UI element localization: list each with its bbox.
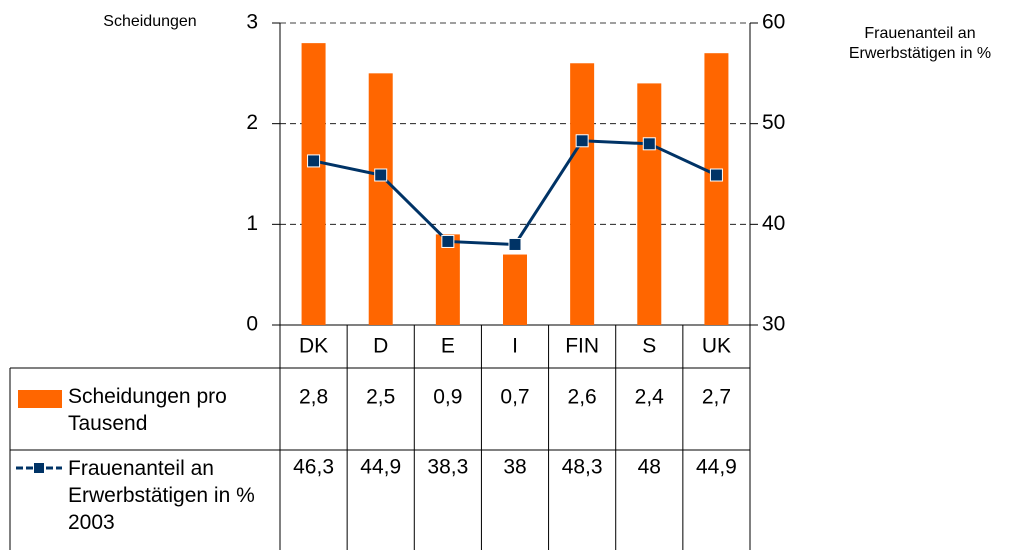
table-value: 2,6 [568,386,597,409]
bar [503,254,527,325]
y-tick-label: 1 [246,212,258,235]
y2-tick-label: 30 [762,313,785,336]
line-marker [374,168,388,182]
x-tick-label: I [512,335,518,358]
table-value: 0,7 [500,386,529,409]
line-marker [642,137,656,151]
x-tick-label: UK [702,335,731,358]
bar [570,63,595,326]
y2-tick-label: 40 [762,212,785,235]
table-value: 48,3 [562,456,603,479]
table-value: 2,5 [366,386,395,409]
x-tick-label: S [642,335,656,358]
bar [704,53,729,325]
legend-key [34,463,44,473]
line-marker [709,168,723,182]
legend-key [18,390,62,408]
table-value: 2,8 [299,386,328,409]
table-value: 48 [638,456,661,479]
x-tick-label: E [441,335,455,358]
table-value: 2,7 [702,386,731,409]
bar [301,43,326,326]
y-tick-label: 3 [246,11,258,34]
table-value: 46,3 [293,456,334,479]
line-marker [307,154,321,168]
y-tick-label: 0 [246,313,258,336]
y-tick-label: 2 [246,111,258,134]
bar [435,234,460,325]
line-marker [508,237,522,251]
table-value: 2,4 [635,386,665,409]
line-marker [441,234,455,248]
table-value: 0,9 [433,386,462,409]
x-tick-label: D [373,335,388,358]
y2-tick-label: 50 [762,111,785,134]
bar [368,73,393,325]
table-series-name: Scheidungen pro Tausend [68,385,227,435]
y-axis-label: Scheidungen [103,13,197,30]
bar [637,83,662,326]
table-value: 44,9 [360,456,401,479]
table-series-name: Frauenanteil an Erwerbstätigen in % 2003 [68,457,255,534]
table-value: 44,9 [696,456,737,479]
table-value: 38 [503,456,526,479]
line-marker [575,134,589,148]
y2-tick-label: 60 [762,11,785,34]
table-value: 38,3 [427,456,468,479]
x-tick-label: DK [299,335,328,358]
y2-axis-label: Frauenanteil an Erwerbstätigen in % [848,25,992,62]
x-tick-label: FIN [565,335,599,358]
